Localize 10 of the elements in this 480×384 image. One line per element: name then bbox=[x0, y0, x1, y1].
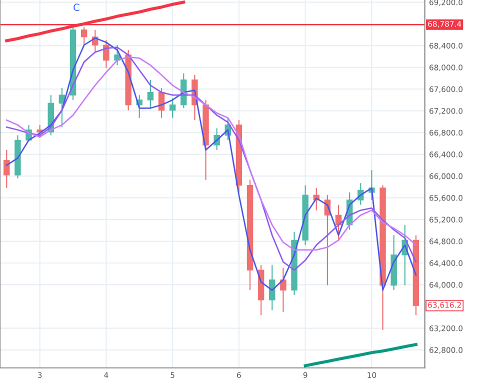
candlestick bbox=[4, 149, 10, 189]
candlestick bbox=[103, 40, 110, 68]
annotation: C bbox=[74, 4, 80, 11]
candlestick bbox=[269, 264, 276, 311]
candlestick bbox=[280, 267, 286, 312]
candlestick bbox=[80, 26, 88, 46]
candlestick bbox=[169, 98, 176, 118]
candlestick bbox=[36, 124, 43, 139]
line-series bbox=[304, 342, 418, 368]
candlestick bbox=[147, 79, 154, 109]
